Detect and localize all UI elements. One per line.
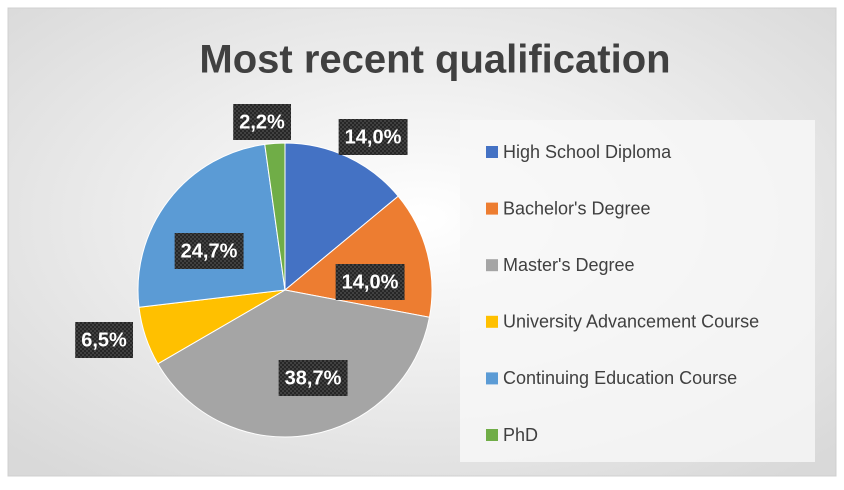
data-label: 2,2% [239, 111, 285, 133]
legend-label: Master's Degree [503, 255, 634, 275]
legend-swatch [486, 315, 498, 328]
legend-swatch [486, 202, 498, 215]
legend-swatch [486, 372, 498, 385]
legend-label: Bachelor's Degree [503, 198, 651, 218]
legend-label: Continuing Education Course [503, 368, 737, 388]
data-label-box [335, 264, 405, 300]
data-label-box [233, 104, 292, 140]
pie-slice [264, 142, 286, 291]
legend-label: High School Diploma [503, 142, 672, 162]
data-label: 38,7% [285, 367, 342, 389]
data-label-box [278, 360, 348, 396]
chart-title: Most recent qualification [199, 38, 670, 82]
legend-swatch [486, 429, 498, 441]
data-label: 14,0% [345, 126, 402, 148]
legend-swatch [486, 146, 498, 158]
legend-swatch [486, 259, 498, 272]
data-label-box [75, 322, 134, 358]
legend-box [460, 120, 815, 462]
pie-slice [284, 142, 399, 292]
data-label-box [174, 233, 244, 269]
legend-label: University Advancement Course [503, 312, 759, 332]
legend-label: PhD [503, 425, 538, 445]
data-label: 14,0% [342, 271, 399, 293]
data-label: 24,7% [181, 240, 238, 262]
data-label-box [338, 119, 408, 155]
data-label: 6,5% [81, 329, 127, 351]
